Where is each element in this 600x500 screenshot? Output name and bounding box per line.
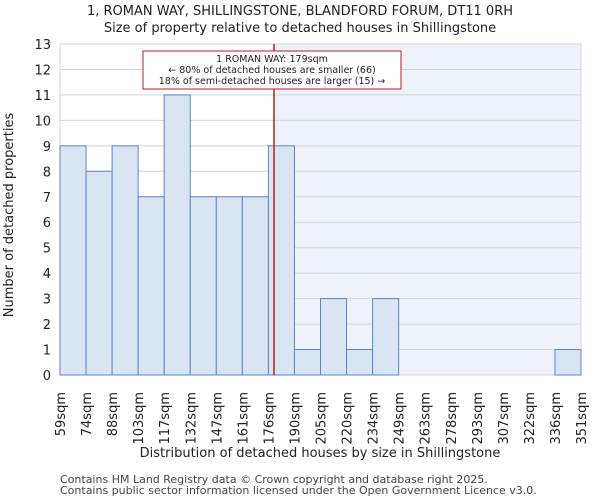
bar — [554, 349, 582, 376]
footer-copyright: Contains HM Land Registry data © Crown c… — [60, 473, 488, 486]
chart-title: 1, ROMAN WAY, SHILLINGSTONE, BLANDFORD F… — [86, 4, 514, 19]
bar — [163, 94, 191, 376]
y-tick-label: 10 — [34, 114, 51, 129]
y-tick-label: 6 — [43, 216, 51, 231]
y-tick-label: 9 — [43, 140, 51, 155]
bars — [59, 94, 582, 376]
x-tick-label: 190sqm — [288, 392, 303, 445]
y-axis-label: Number of detached properties — [2, 113, 17, 318]
bar — [59, 145, 87, 376]
marker-group: 1 ROMAN WAY: 179sqm← 80% of detached hou… — [142, 44, 402, 375]
x-tick-label: 59sqm — [54, 392, 69, 436]
y-tick-label: 5 — [43, 242, 51, 257]
x-tick-label: 263sqm — [419, 392, 434, 445]
x-tick-label: 161sqm — [236, 392, 251, 445]
x-tick-label: 307sqm — [497, 392, 512, 445]
x-axis-label: Distribution of detached houses by size … — [140, 446, 501, 461]
y-tick-label: 7 — [43, 191, 51, 206]
bar — [85, 170, 113, 376]
bar — [215, 196, 243, 376]
annotation-text: ← 80% of detached houses are smaller (66… — [168, 65, 375, 76]
bar — [267, 145, 295, 376]
y-tick-label: 0 — [43, 369, 51, 384]
x-tick-label: 336sqm — [549, 392, 564, 445]
y-tick-label: 13 — [34, 38, 51, 53]
bar — [320, 298, 348, 376]
x-tick-label: 220sqm — [341, 392, 356, 445]
y-tick-label: 12 — [34, 63, 51, 78]
x-tick-label: 117sqm — [158, 392, 173, 445]
x-tick-label: 322sqm — [523, 392, 538, 445]
bar — [241, 196, 269, 376]
x-tick-label: 278sqm — [445, 392, 460, 445]
x-tick-label: 74sqm — [80, 392, 95, 436]
bar — [372, 298, 400, 376]
annotation-text: 18% of semi-detached houses are larger (… — [159, 76, 386, 87]
bar — [137, 196, 165, 376]
y-tick-label: 3 — [43, 293, 51, 308]
x-tick-label: 147sqm — [210, 392, 225, 445]
bar — [346, 349, 374, 376]
annotation-box — [142, 50, 402, 90]
annotation-text: 1 ROMAN WAY: 179sqm — [216, 54, 328, 65]
y-tick-label: 8 — [43, 165, 51, 180]
x-tick-label: 132sqm — [184, 392, 199, 445]
x-tick-label: 88sqm — [106, 392, 121, 436]
x-tick-label: 176sqm — [262, 392, 277, 445]
bar — [111, 145, 139, 376]
x-tick-label: 205sqm — [315, 392, 330, 445]
y-tick-label: 11 — [34, 89, 51, 104]
y-tick-label: 1 — [43, 344, 51, 359]
x-tick-label: 249sqm — [393, 392, 408, 445]
chart-subtitle: Size of property relative to detached ho… — [103, 21, 497, 36]
x-tick-label: 103sqm — [132, 392, 147, 445]
x-tick-label: 293sqm — [471, 392, 486, 445]
y-tick-label: 4 — [43, 267, 51, 282]
x-tick-label: 234sqm — [367, 392, 382, 445]
y-tick-label: 2 — [43, 318, 51, 333]
bar — [293, 349, 322, 376]
bar — [189, 196, 217, 376]
footer-licence: Contains public sector information licen… — [60, 484, 537, 497]
x-axis-ticks: 59sqm 74sqm 88sqm 103sqm 117sqm 132sqm 147sqm 1… — [54, 392, 590, 445]
x-tick-label: 351sqm — [575, 392, 590, 445]
